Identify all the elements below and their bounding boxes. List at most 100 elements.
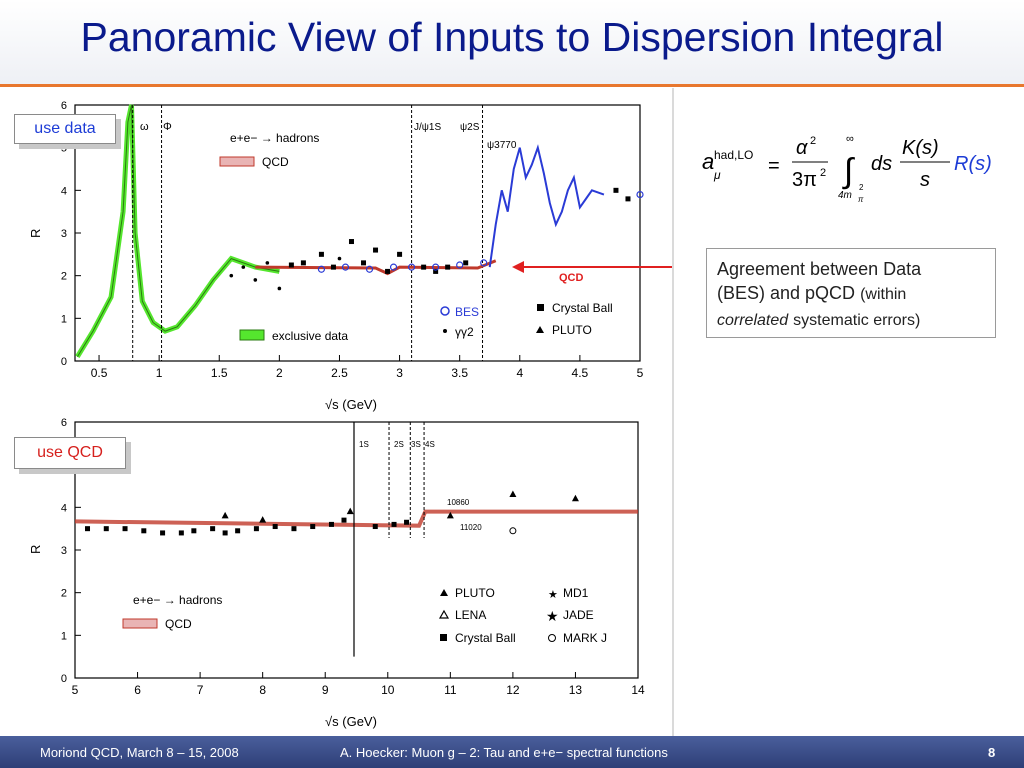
use-qcd-label: use QCD [14, 437, 126, 469]
top-crystal-ball-point [397, 251, 403, 257]
bottom-crystal-ball-point [222, 530, 228, 536]
top-crystal-ball-point [613, 187, 619, 193]
top-res-phi: Φ [163, 121, 172, 133]
top-ytick-label: 4 [61, 185, 67, 197]
title-bar: Panoramic View of Inputs to Dispersion I… [0, 0, 1024, 84]
bottom-legend-pluto: PLUTO [455, 586, 495, 600]
top-crystal-ball-point [433, 268, 439, 274]
bottom-ytick-label: 1 [61, 630, 67, 642]
top-bes-point [389, 263, 398, 271]
formula-a: a [702, 149, 714, 174]
formula-upper: ∞ [846, 133, 854, 145]
bottom-crystal-ball-point [253, 526, 259, 532]
bottom-crystal-ball-point [391, 521, 397, 527]
top-crystal-ball-point [421, 264, 427, 270]
bottom-crystal-ball-point [372, 524, 378, 530]
top-plot-frame [74, 104, 641, 362]
top-bes-point [456, 261, 464, 269]
formula-num-exp: 2 [810, 135, 816, 147]
top-legend-exclusive: exclusive data [272, 329, 348, 343]
formula-integral-icon: ∫ [842, 152, 855, 190]
bottom-res-1s: 1S [359, 440, 369, 449]
bottom-xtick-label: 5 [72, 683, 79, 697]
top-bes-point [341, 263, 350, 271]
top-ytick-label: 6 [61, 100, 67, 112]
top-crystal-ball-point [463, 260, 469, 266]
formula-eq: = [768, 155, 780, 177]
top-ylabel: R [28, 229, 43, 238]
callout-line2a: (BES) and pQCD [717, 283, 856, 303]
top-legend-process: e+e− → hadrons [230, 131, 319, 145]
bottom-xtick-label: 10 [381, 683, 395, 697]
top-legend-bes-marker [440, 306, 450, 316]
bottom-crystal-ball-point [85, 526, 91, 532]
exclusive-data-line [76, 104, 280, 357]
formula-lower: 4m [838, 190, 852, 201]
footer-bar: Moriond QCD, March 8 – 15, 2008 A. Hoeck… [0, 736, 1024, 768]
formula-ds: ds [871, 153, 892, 175]
bottom-xtick-label: 6 [134, 683, 141, 697]
bottom-xtick-label: 11 [444, 683, 457, 697]
top-legend-gg2: γγ2 [455, 325, 474, 339]
top-gg2-point [241, 265, 246, 269]
top-gg2-point [277, 286, 282, 291]
bottom-legend-lena-marker [438, 609, 450, 619]
agreement-callout: Agreement between Data (BES) and pQCD (w… [706, 248, 996, 338]
bottom-annot-11020: 11020 [460, 523, 482, 532]
bottom-pluto-point [346, 507, 354, 515]
bottom-pluto-point [259, 516, 267, 523]
formula-den-exp: 2 [820, 167, 826, 179]
callout-line1: Agreement between Data [717, 259, 922, 279]
formula-K: K(s) [902, 137, 939, 159]
top-legend-exclusive-swatch [239, 329, 265, 341]
bottom-legend-qcd-swatch [122, 618, 158, 629]
qcd-arrow-head [512, 261, 524, 273]
top-ytick-label: 2 [61, 271, 67, 283]
bottom-legend-pluto-marker [440, 589, 448, 596]
top-xtick-label: 2.5 [331, 366, 348, 380]
bottom-legend-jade-marker: ★ [546, 608, 559, 624]
formula-a-sup: had,LO [714, 148, 753, 162]
top-gg2-point [229, 273, 234, 278]
top-legend-crystal-ball: Crystal Ball [552, 301, 613, 315]
callout-line2b: (within [860, 286, 907, 303]
top-crystal-ball-point [288, 262, 294, 268]
bottom-res-3s: 3S [411, 440, 421, 449]
top-res-psi3770: ψ3770 [487, 140, 517, 151]
top-res-psi2s: ψ2S [460, 122, 480, 133]
bottom-ytick-label: 3 [61, 545, 67, 557]
page-title: Panoramic View of Inputs to Dispersion I… [80, 14, 944, 60]
bottom-crystal-ball-point [103, 526, 109, 532]
top-crystal-ball-point [300, 260, 306, 266]
top-xtick-label: 3.5 [451, 366, 468, 380]
bottom-crystal-ball-point [328, 521, 334, 527]
top-crystal-ball-point [318, 251, 324, 257]
callout-line3b: systematic errors) [793, 312, 921, 329]
formula-num: α [796, 137, 808, 159]
top-xtick-label: 0.5 [91, 366, 108, 380]
bottom-crystal-ball-point [310, 524, 316, 530]
top-crystal-ball-point [330, 264, 336, 270]
bottom-res-4s: 4S [425, 440, 435, 449]
bottom-pluto-point [571, 494, 579, 502]
top-bes-point [365, 265, 374, 273]
vertical-divider [672, 88, 674, 736]
top-legend-pluto-marker [536, 326, 544, 333]
bottom-plot-frame [74, 421, 639, 679]
bottom-xtick-label: 7 [197, 683, 204, 697]
bottom-crystal-ball-point [210, 526, 216, 532]
use-data-label: use data [14, 114, 116, 144]
formula-lower-sub: π [858, 195, 864, 204]
top-res-jpsi: J/ψ1S [414, 122, 441, 133]
bottom-xtick-label: 14 [631, 683, 645, 697]
bottom-crystal-ball-point [191, 528, 197, 534]
top-legend-bes: BES [455, 305, 479, 319]
bottom-legend-markj-marker [548, 634, 556, 642]
bottom-crystal-ball-point [141, 528, 147, 534]
bottom-legend-md1: MD1 [563, 586, 589, 600]
page-number: 8 [988, 745, 996, 760]
bottom-legend-qcd: QCD [165, 617, 192, 631]
bottom-xtick-label: 8 [259, 683, 266, 697]
top-bes-point [317, 265, 326, 273]
bes-data-curve [488, 144, 605, 268]
